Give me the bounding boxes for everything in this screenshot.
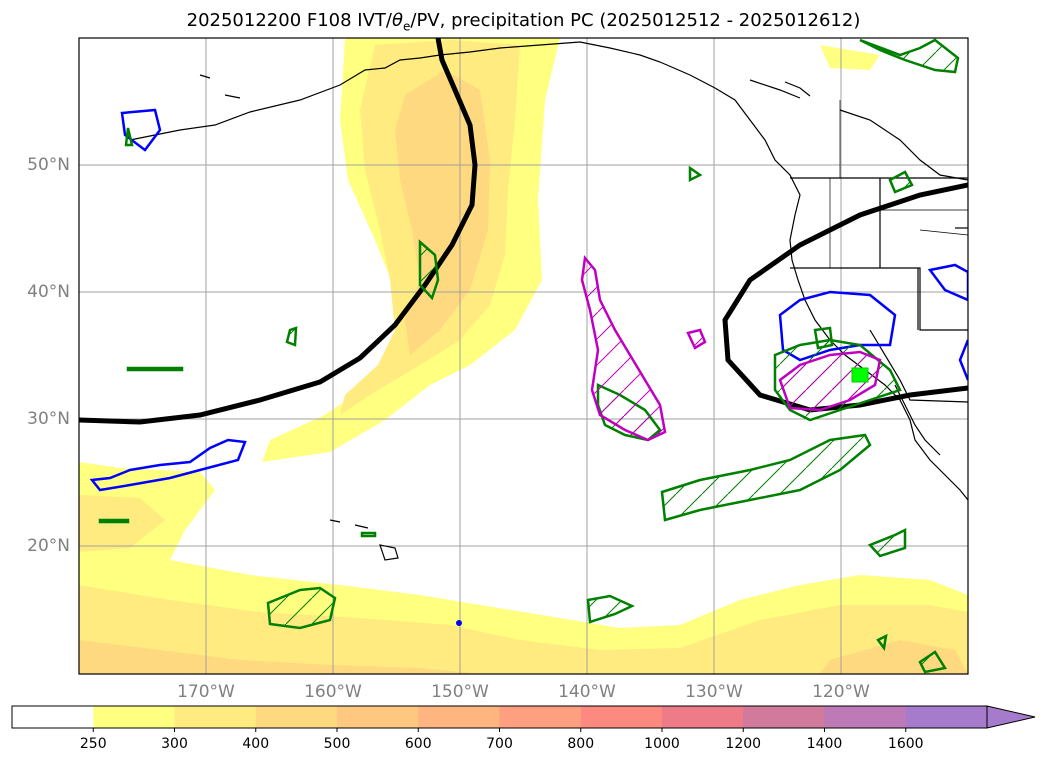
colorbar-label: 1600 [887,736,924,752]
title-theta: θ [391,10,403,31]
colorbar-label: 300 [161,736,188,752]
colorbar-swatch [93,706,175,728]
colorbar-label: 600 [404,736,432,752]
colorbar-swatch [580,706,663,728]
lat-label-50n: 50°N [27,155,70,175]
colorbar-ticks [92,728,907,732]
colorbar-swatch [255,706,338,728]
title-suffix: /PV, precipitation PC (2025012512 - 2025… [410,10,861,31]
lat-label-30n: 30°N [27,409,70,429]
us-states [829,100,968,268]
colorbar-swatches [11,705,1036,729]
lon-label-160w: 160°W [304,682,362,702]
colorbar-swatch [905,706,988,728]
map-frame [78,37,969,675]
colorbar-swatch [174,706,257,728]
precip-magenta-contours [580,255,882,442]
colorbar-label: 1400 [806,736,843,752]
colorbar-swatch [743,706,825,728]
colorbar-label: 250 [79,736,107,752]
colorbar-swatch [499,706,582,728]
lat-label-20n: 20°N [27,536,70,556]
colorbar-swatch [418,706,500,728]
colorbar-label: 700 [486,736,513,752]
lon-label-170w: 170°W [177,682,235,702]
lon-label-130w: 130°W [685,682,743,702]
gridlines [79,38,968,674]
map-panel [78,37,969,675]
lon-label-150w: 150°W [431,682,489,702]
theta-e-dot [456,620,462,626]
colorbar-label: 1200 [725,736,762,752]
lon-label-140w: 140°W [558,682,616,702]
colorbar-swatch [662,706,744,728]
map-title: 2025012200 F108 IVT/θe/PV, precipitation… [0,10,1047,34]
lat-label-40n: 40°N [27,282,70,302]
colorbar-outline [11,705,988,729]
colorbar-swatch [337,706,419,728]
colorbar-label: 400 [242,736,270,752]
colorbar-label: 1000 [644,736,680,752]
coastlines [129,41,968,561]
lon-label-120w: 120°W [812,682,870,702]
colorbar-swatch [824,706,907,728]
title-prefix: 2025012200 F108 IVT/ [186,10,392,31]
colorbar-label: 500 [323,736,351,752]
title-theta-sub: e [403,19,411,34]
highlight-box [851,367,869,383]
colorbar-label: 800 [567,736,595,752]
colorbar-swatch [12,706,94,728]
colorbar-extend-arrow [986,705,1036,729]
